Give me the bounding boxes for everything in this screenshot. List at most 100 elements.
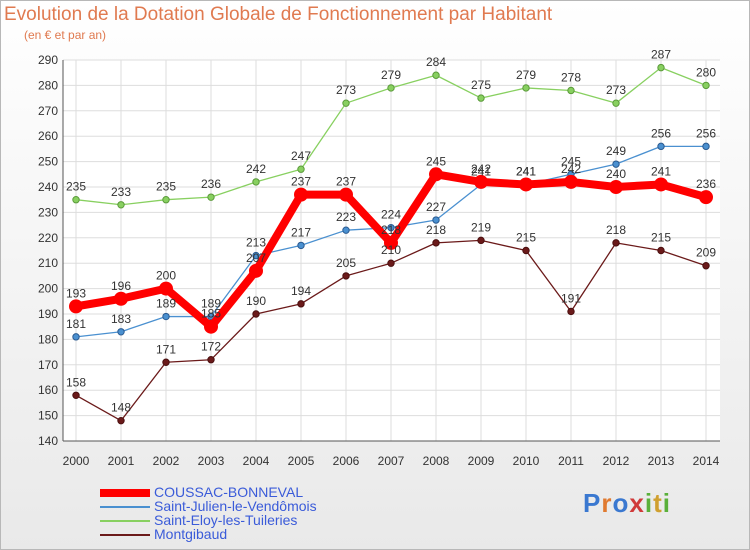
y-tick-label: 170: [38, 358, 58, 372]
data-label-saint-eloy-les-tuileries: 233: [111, 185, 131, 199]
data-point-coussac-bonneval: [699, 190, 713, 205]
data-label-montgibaud: 218: [606, 223, 626, 237]
legend-item-coussac: COUSSAC-BONNEVAL: [100, 484, 420, 500]
data-label-coussac-bonneval: 241: [651, 164, 671, 178]
data-point-saint-eloy-les-tuileries: [117, 201, 125, 209]
data-point-saint-julien-le-vend-mois: [162, 312, 170, 321]
legend-swatch-saint-eloy: [100, 520, 150, 522]
data-point-saint-julien-le-vend-mois: [117, 328, 125, 336]
data-label-saint-julien-le-vend-mois: 224: [381, 208, 401, 222]
data-label-saint-julien-le-vend-mois: 249: [606, 144, 626, 158]
data-point-montgibaud: [657, 246, 665, 255]
data-label-saint-eloy-les-tuileries: 235: [156, 180, 176, 194]
data-label-coussac-bonneval: 240: [606, 167, 626, 181]
data-label-montgibaud: 158: [66, 375, 86, 389]
data-point-saint-eloy-les-tuileries: [252, 178, 260, 186]
data-point-coussac-bonneval: [204, 319, 218, 334]
data-point-saint-eloy-les-tuileries: [612, 99, 620, 107]
data-label-montgibaud: 215: [651, 231, 671, 245]
data-point-saint-julien-le-vend-mois: [297, 241, 305, 250]
data-point-saint-eloy-les-tuileries: [522, 84, 530, 92]
x-tick-label: 2010: [513, 454, 540, 468]
logo-letter: r: [601, 488, 613, 518]
y-tick-label: 250: [38, 155, 58, 169]
data-label-saint-julien-le-vend-mois: 241: [516, 164, 536, 178]
logo-letter: o: [612, 488, 630, 518]
data-label-saint-eloy-les-tuileries: 242: [246, 162, 266, 176]
data-point-montgibaud: [72, 391, 80, 399]
y-tick-label: 180: [38, 332, 58, 346]
legend-item-saint-eloy: Saint-Eloy-les-Tuileries: [100, 512, 420, 528]
data-label-montgibaud: 194: [291, 284, 311, 298]
data-label-montgibaud: 172: [201, 340, 221, 354]
data-point-saint-eloy-les-tuileries: [702, 81, 710, 90]
data-label-saint-julien-le-vend-mois: 213: [246, 236, 266, 250]
data-point-montgibaud: [522, 246, 530, 255]
data-label-montgibaud: 171: [156, 342, 176, 356]
data-point-coussac-bonneval: [384, 235, 398, 250]
data-label-coussac-bonneval: 200: [156, 269, 176, 283]
data-label-coussac-bonneval: 237: [336, 175, 356, 189]
logo-letter: x: [629, 488, 645, 518]
data-label-saint-eloy-les-tuileries: 279: [381, 68, 401, 82]
data-point-montgibaud: [612, 239, 620, 247]
data-point-saint-eloy-les-tuileries: [207, 193, 215, 201]
data-point-coussac-bonneval: [429, 167, 443, 182]
data-point-montgibaud: [567, 307, 575, 316]
legend-label-saint-eloy: Saint-Eloy-les-Tuileries: [154, 512, 298, 528]
x-tick-label: 2014: [693, 454, 720, 468]
x-tick-label: 2004: [243, 454, 270, 468]
data-point-montgibaud: [387, 259, 395, 267]
x-tick-label: 2008: [423, 454, 450, 468]
y-tick-label: 270: [38, 104, 58, 118]
data-point-saint-eloy-les-tuileries: [297, 165, 305, 173]
data-point-montgibaud: [252, 310, 260, 318]
data-label-coussac-bonneval: 245: [426, 154, 446, 168]
data-label-saint-julien-le-vend-mois: 227: [426, 200, 446, 214]
data-label-saint-eloy-les-tuileries: 284: [426, 55, 446, 69]
data-label-montgibaud: 209: [696, 246, 716, 260]
y-tick-label: 160: [38, 383, 58, 397]
data-label-saint-julien-le-vend-mois: 181: [66, 317, 86, 331]
data-point-saint-eloy-les-tuileries: [342, 99, 350, 107]
data-point-saint-eloy-les-tuileries: [72, 196, 80, 204]
legend-swatch-coussac: [100, 489, 150, 497]
y-tick-label: 200: [38, 282, 58, 296]
data-point-montgibaud: [297, 300, 305, 308]
chart-subtitle: (en € et par an): [24, 28, 107, 42]
data-label-saint-julien-le-vend-mois: 189: [156, 297, 176, 311]
data-label-saint-eloy-les-tuileries: 236: [201, 177, 221, 191]
y-tick-label: 260: [38, 129, 58, 143]
data-label-saint-julien-le-vend-mois: 217: [291, 225, 311, 239]
x-tick-label: 2001: [108, 454, 135, 468]
x-tick-label: 2013: [648, 454, 675, 468]
data-label-montgibaud: 219: [471, 220, 491, 234]
data-point-coussac-bonneval: [159, 281, 173, 296]
data-point-coussac-bonneval: [294, 187, 308, 202]
y-tick-label: 150: [38, 409, 58, 423]
data-point-montgibaud: [117, 416, 125, 425]
data-point-saint-julien-le-vend-mois: [702, 142, 710, 151]
proxiti-logo: Proxiti: [583, 488, 671, 519]
data-label-coussac-bonneval: 196: [111, 279, 131, 293]
y-tick-label: 140: [38, 434, 58, 448]
legend-item-saint-julien: Saint-Julien-le-Vendômois: [100, 498, 420, 514]
data-label-coussac-bonneval: 237: [291, 175, 311, 189]
data-label-saint-eloy-les-tuileries: 247: [291, 149, 311, 163]
chart-title: Evolution de la Dotation Globale de Fonc…: [4, 4, 553, 25]
logo-letter: i: [662, 488, 671, 518]
data-point-coussac-bonneval: [69, 299, 83, 314]
data-label-saint-julien-le-vend-mois: 223: [336, 210, 356, 224]
legend-label-saint-julien: Saint-Julien-le-Vendômois: [154, 498, 317, 514]
data-label-saint-julien-le-vend-mois: 241: [471, 164, 491, 178]
data-label-saint-julien-le-vend-mois: 183: [111, 312, 131, 326]
data-point-montgibaud: [207, 356, 215, 364]
x-tick-label: 2007: [378, 454, 405, 468]
y-tick-label: 220: [38, 231, 58, 245]
logo-letter: P: [583, 488, 602, 518]
data-point-montgibaud: [432, 239, 440, 247]
data-label-montgibaud: 218: [426, 223, 446, 237]
data-point-coussac-bonneval: [249, 263, 263, 278]
data-label-montgibaud: 210: [381, 243, 401, 257]
data-label-coussac-bonneval: 242: [561, 162, 581, 176]
